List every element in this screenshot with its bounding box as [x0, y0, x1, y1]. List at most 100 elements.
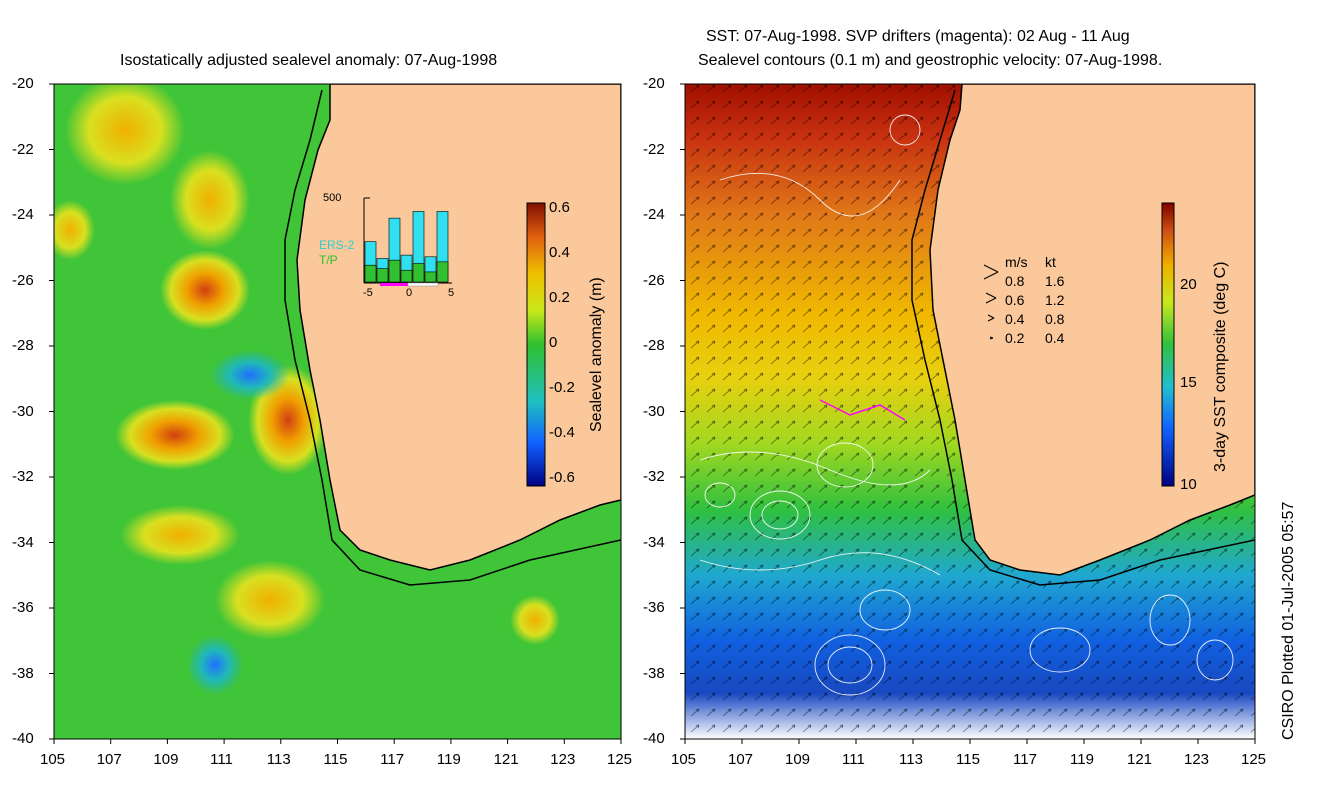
- left-colorbar-tick: -0.4: [549, 424, 575, 441]
- y-tick-label: -24: [12, 206, 34, 223]
- right-colorbar-tick: 10: [1180, 476, 1197, 493]
- y-tick-label: -22: [12, 140, 34, 158]
- y-tick-label: -32: [12, 468, 34, 485]
- velocity-legend-arrows: [983, 264, 999, 340]
- x-tick-label: 121: [493, 751, 519, 768]
- right-panel-title-line1: SST: 07-Aug-1998. SVP drifters (magenta)…: [706, 28, 1130, 45]
- y-tick-label: -32: [643, 468, 665, 485]
- anomaly-high-3: [115, 400, 235, 470]
- x-tick-label: 119: [436, 751, 461, 768]
- y-tick-label: -24: [643, 206, 665, 223]
- inset-xtick-0: 0: [406, 287, 413, 299]
- right-colorbar: [1161, 202, 1175, 487]
- x-tick-label: 107: [728, 751, 754, 768]
- inset-bar-tp: [388, 259, 401, 283]
- x-tick-label: 105: [671, 751, 697, 768]
- x-tick-label: 109: [785, 751, 811, 768]
- sealevel-contours: [699, 114, 1234, 696]
- y-tick-label: -30: [12, 402, 34, 420]
- australia-landmass-right: [929, 84, 1255, 576]
- velocity-legend-row-kt: 0.8: [1045, 311, 1065, 327]
- right-colorbar-tick: 15: [1180, 374, 1197, 391]
- y-tick-label: -26: [12, 271, 34, 289]
- left-colorbar-tick: 0: [549, 334, 558, 351]
- left-colorbar-tick: 0.4: [549, 244, 570, 261]
- velocity-legend-row-kt: 1.6: [1045, 273, 1065, 289]
- y-tick-label: -40: [12, 730, 34, 747]
- left-colorbar-label: Sealevel anomaly (m): [588, 277, 605, 432]
- y-tick-label: -30: [643, 402, 665, 420]
- axis-tick-marks: [49, 83, 1256, 744]
- velocity-legend-row-ms: 0.8: [1005, 273, 1025, 289]
- left-colorbar: [526, 202, 546, 487]
- y-tick-label: -22: [643, 140, 665, 158]
- y-tick-label: -34: [643, 533, 665, 551]
- left-colorbar-tick: -0.2: [549, 379, 575, 396]
- anomaly-high-8: [54, 200, 95, 260]
- velocity-legend-row-kt: 0.4: [1045, 330, 1065, 346]
- left-colorbar-tick: 0.2: [549, 289, 570, 306]
- anomaly-high-4: [65, 84, 185, 185]
- y-tick-label: -28: [643, 337, 665, 354]
- inset-ymax-label: 500: [323, 192, 342, 204]
- australia-landmass: [296, 84, 621, 571]
- velocity-legend-row-kt: 1.2: [1045, 292, 1065, 308]
- x-tick-label: 113: [899, 751, 923, 768]
- shelf-break-contour-right: [911, 89, 1255, 586]
- anomaly-low-1: [187, 635, 243, 695]
- x-tick-label: 115: [323, 751, 348, 768]
- velocity-legend-row-ms: 0.2: [1005, 330, 1025, 346]
- right-panel-title-line2: Sealevel contours (0.1 m) and geostrophi…: [698, 52, 1163, 69]
- drifter-period-bar: [380, 283, 408, 286]
- anomaly-low-2: [210, 350, 290, 400]
- left-colorbar-tick: -0.6: [549, 469, 575, 486]
- x-tick-label: 123: [550, 751, 576, 768]
- x-tick-label: 125: [607, 751, 633, 768]
- anomaly-high-2: [160, 250, 250, 330]
- left-panel-title: Isostatically adjusted sealevel anomaly:…: [120, 52, 498, 69]
- right-colorbar-tick: 20: [1180, 276, 1197, 293]
- inset-legend-ers2: ERS-2: [319, 238, 355, 252]
- x-tick-label: 111: [842, 751, 865, 768]
- y-tick-label: -38: [643, 664, 665, 682]
- shelf-break-contour: [284, 89, 621, 586]
- x-tick-label: 111: [210, 751, 233, 768]
- x-tick-label: 115: [956, 751, 980, 768]
- x-tick-label: 117: [1013, 751, 1037, 768]
- inset-bar-tp: [364, 264, 377, 283]
- inset-xtick-5: 5: [448, 287, 455, 299]
- x-tick-label: 121: [1127, 751, 1153, 768]
- right-colorbar-label: 3-day SST composite (deg C): [1212, 261, 1229, 472]
- velocity-legend-row-ms: 0.6: [1005, 292, 1025, 308]
- inset-xtick-neg5: -5: [363, 287, 373, 299]
- x-tick-label: 109: [153, 751, 179, 768]
- plot-credit: CSIRO Plotted 01-Jul-2005 05:57: [1280, 501, 1297, 740]
- anomaly-high-5: [170, 150, 250, 250]
- left-colorbar-tick: 0.6: [549, 199, 570, 216]
- anomaly-high-6: [215, 560, 325, 640]
- inset-bar-tp: [424, 271, 437, 283]
- velocity-legend-header-ms: m/s: [1005, 254, 1028, 270]
- x-tick-label: 117: [380, 751, 405, 768]
- inset-bar-tp: [436, 261, 449, 283]
- velocity-legend-header-kt: kt: [1045, 254, 1056, 270]
- drifter-track: [819, 399, 906, 421]
- y-tick-label: -36: [643, 599, 665, 616]
- x-tick-label: 125: [1241, 751, 1267, 768]
- velocity-legend-row-ms: 0.4: [1005, 311, 1025, 327]
- inset-histogram: [363, 197, 452, 287]
- x-tick-label: 107: [96, 751, 122, 768]
- inset-bar-tp: [412, 263, 425, 283]
- y-tick-label: -36: [12, 599, 34, 616]
- y-tick-label: -28: [12, 337, 34, 354]
- inset-legend-tp: T/P: [319, 253, 338, 267]
- x-tick-label: 113: [266, 751, 291, 768]
- y-tick-label: -20: [643, 75, 665, 92]
- x-tick-label: 105: [40, 751, 66, 768]
- anomaly-high-9: [120, 505, 240, 565]
- anomaly-high-7: [510, 595, 560, 645]
- y-tick-label: -34: [12, 533, 34, 551]
- inset-bar-tp: [376, 268, 389, 283]
- x-tick-label: 123: [1184, 751, 1210, 768]
